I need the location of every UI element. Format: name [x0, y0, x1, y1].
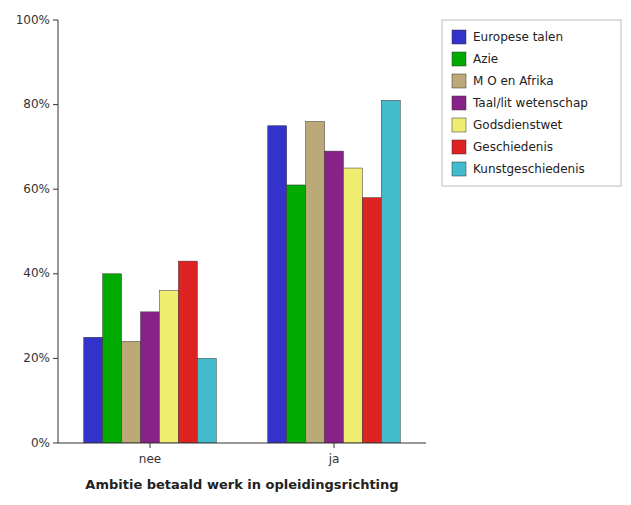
x-axis-line — [58, 443, 426, 444]
y-tick — [53, 443, 58, 444]
bar — [141, 312, 160, 443]
legend: Europese talen Azie M O en Afrika Taal/lit … — [442, 20, 621, 186]
x-tick-label: nee — [139, 452, 161, 466]
legend-box — [442, 20, 621, 186]
x-tick — [150, 443, 151, 448]
legend-swatch — [452, 96, 466, 110]
bar — [343, 168, 362, 443]
y-tick-label: 0% — [31, 436, 50, 450]
y-tick — [53, 273, 58, 274]
y-tick — [53, 189, 58, 190]
bars — [84, 100, 400, 443]
legend-swatch — [452, 52, 466, 66]
legend-swatch — [452, 30, 466, 44]
y-tick-label: 80% — [23, 97, 50, 111]
legend-label: Kunstgeschiedenis — [473, 162, 585, 176]
bar — [197, 358, 216, 443]
y-tick — [53, 358, 58, 359]
x-axis-label: Ambitie betaald werk in opleidingsrichti… — [85, 477, 398, 492]
y-tick-label: 60% — [23, 182, 50, 196]
legend-swatch — [452, 162, 466, 176]
bar — [84, 337, 103, 443]
bar — [122, 341, 141, 443]
legend-swatch — [452, 74, 466, 88]
y-tick — [53, 104, 58, 105]
bar — [306, 122, 325, 443]
legend-label: Azie — [473, 52, 498, 66]
bar — [381, 100, 400, 443]
legend-label: M O en Afrika — [473, 74, 554, 88]
bar — [268, 126, 287, 443]
y-tick-label: 20% — [23, 351, 50, 365]
legend-label: Godsdienstwet — [473, 118, 563, 132]
bar — [178, 261, 197, 443]
bar — [325, 151, 344, 443]
y-axis-line — [58, 20, 59, 443]
chart: 0% 20% 40% 60% 80% 100% nee ja Ambitie betaald w… — [0, 0, 631, 505]
bar — [159, 291, 178, 443]
legend-label: Geschiedenis — [473, 140, 553, 154]
chart-container: 0% 20% 40% 60% 80% 100% nee ja Ambitie betaald w… — [0, 0, 631, 505]
y-tick — [53, 20, 58, 21]
legend-swatch — [452, 118, 466, 132]
bar — [287, 185, 306, 443]
x-tick-label: ja — [328, 452, 340, 466]
y-tick-label: 100% — [16, 13, 50, 27]
y-tick-label: 40% — [23, 266, 50, 280]
legend-label: Europese talen — [473, 30, 563, 44]
legend-label: Taal/lit wetenschap — [472, 96, 588, 110]
bar — [103, 274, 122, 443]
x-tick — [334, 443, 335, 448]
legend-swatch — [452, 140, 466, 154]
bar — [362, 198, 381, 443]
